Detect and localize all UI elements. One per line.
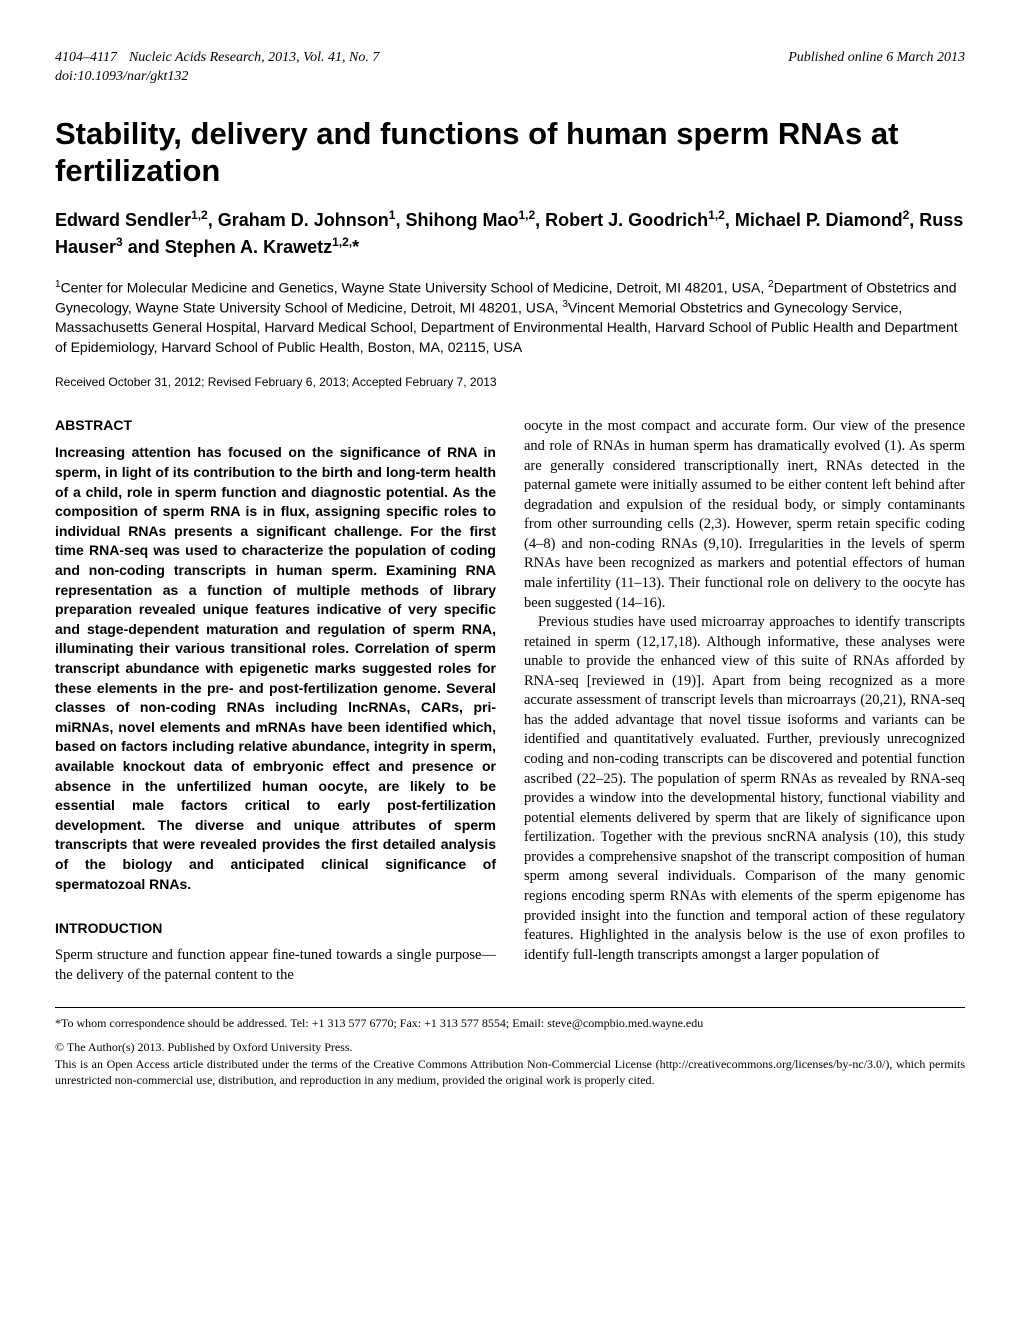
copyright: © The Author(s) 2013. Published by Oxfor… (55, 1040, 965, 1056)
publication-date: Published online 6 March 2013 (788, 50, 965, 66)
running-header: 4104–4117 Nucleic Acids Research, 2013, … (55, 50, 965, 66)
footnotes: *To whom correspondence should be addres… (55, 1016, 965, 1088)
two-column-layout: ABSTRACT Increasing attention has focuse… (55, 417, 965, 985)
right-column: oocyte in the most compact and accurate … (524, 417, 965, 985)
introduction-body-left: Sperm structure and function appear fine… (55, 946, 496, 985)
header-left: 4104–4117 Nucleic Acids Research, 2013, … (55, 50, 379, 66)
abstract-heading: ABSTRACT (55, 417, 496, 433)
intro-paragraph-3: Previous studies have used microarray ap… (524, 613, 965, 965)
article-dates: Received October 31, 2012; Revised Febru… (55, 375, 965, 389)
license: This is an Open Access article distribut… (55, 1057, 965, 1088)
article-title: Stability, delivery and functions of hum… (55, 115, 965, 189)
authors: Edward Sendler1,2, Graham D. Johnson1, S… (55, 207, 965, 259)
intro-paragraph-2: oocyte in the most compact and accurate … (524, 417, 965, 613)
introduction-body-right: oocyte in the most compact and accurate … (524, 417, 965, 965)
correspondence: *To whom correspondence should be addres… (55, 1016, 965, 1032)
abstract-text: Increasing attention has focused on the … (55, 443, 496, 894)
doi: doi:10.1093/nar/gkt132 (55, 69, 965, 85)
intro-paragraph-1: Sperm structure and function appear fine… (55, 946, 496, 985)
page-range: 4104–4117 (55, 50, 117, 66)
left-column: ABSTRACT Increasing attention has focuse… (55, 417, 496, 985)
affiliations: 1Center for Molecular Medicine and Genet… (55, 278, 965, 358)
journal-info: Nucleic Acids Research, 2013, Vol. 41, N… (129, 50, 379, 66)
footer-divider (55, 1007, 965, 1008)
introduction-heading: INTRODUCTION (55, 920, 496, 936)
